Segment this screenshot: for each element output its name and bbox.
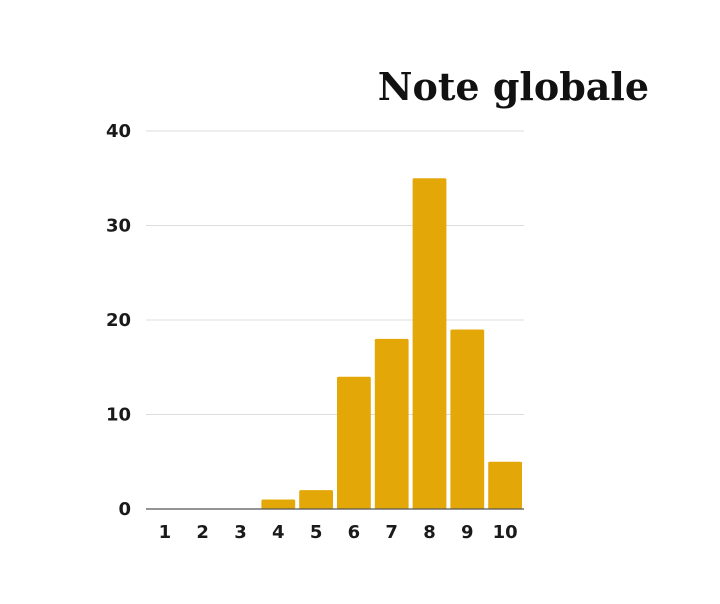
bar-8 (412, 178, 447, 509)
x-tick-label: 10 (493, 522, 518, 543)
bar-7 (374, 338, 409, 509)
bar-9 (450, 329, 485, 509)
x-tick-label: 9 (461, 522, 474, 543)
x-axis-ticks: 1 2 3 4 5 6 7 8 9 10 (159, 522, 518, 543)
y-tick-label: 30 (106, 216, 131, 237)
x-tick-label: 8 (423, 522, 436, 543)
x-tick-label: 5 (310, 522, 323, 543)
bar-5 (299, 490, 333, 509)
chart-title: Note globale (378, 64, 649, 109)
bars (146, 178, 524, 510)
bar-6 (337, 376, 371, 509)
bar-10 (488, 461, 522, 509)
x-tick-label: 6 (348, 522, 361, 543)
y-tick-label: 10 (106, 405, 131, 426)
x-tick-label: 2 (196, 522, 209, 543)
y-tick-label: 0 (118, 499, 131, 520)
x-tick-label: 1 (159, 522, 172, 543)
y-axis-ticks: 0 10 20 30 40 (106, 121, 131, 520)
y-tick-label: 40 (106, 121, 131, 142)
x-tick-label: 4 (272, 522, 285, 543)
y-tick-label: 20 (106, 310, 131, 331)
x-tick-label: 3 (234, 522, 247, 543)
bar-4 (261, 499, 296, 509)
x-tick-label: 7 (385, 522, 398, 543)
